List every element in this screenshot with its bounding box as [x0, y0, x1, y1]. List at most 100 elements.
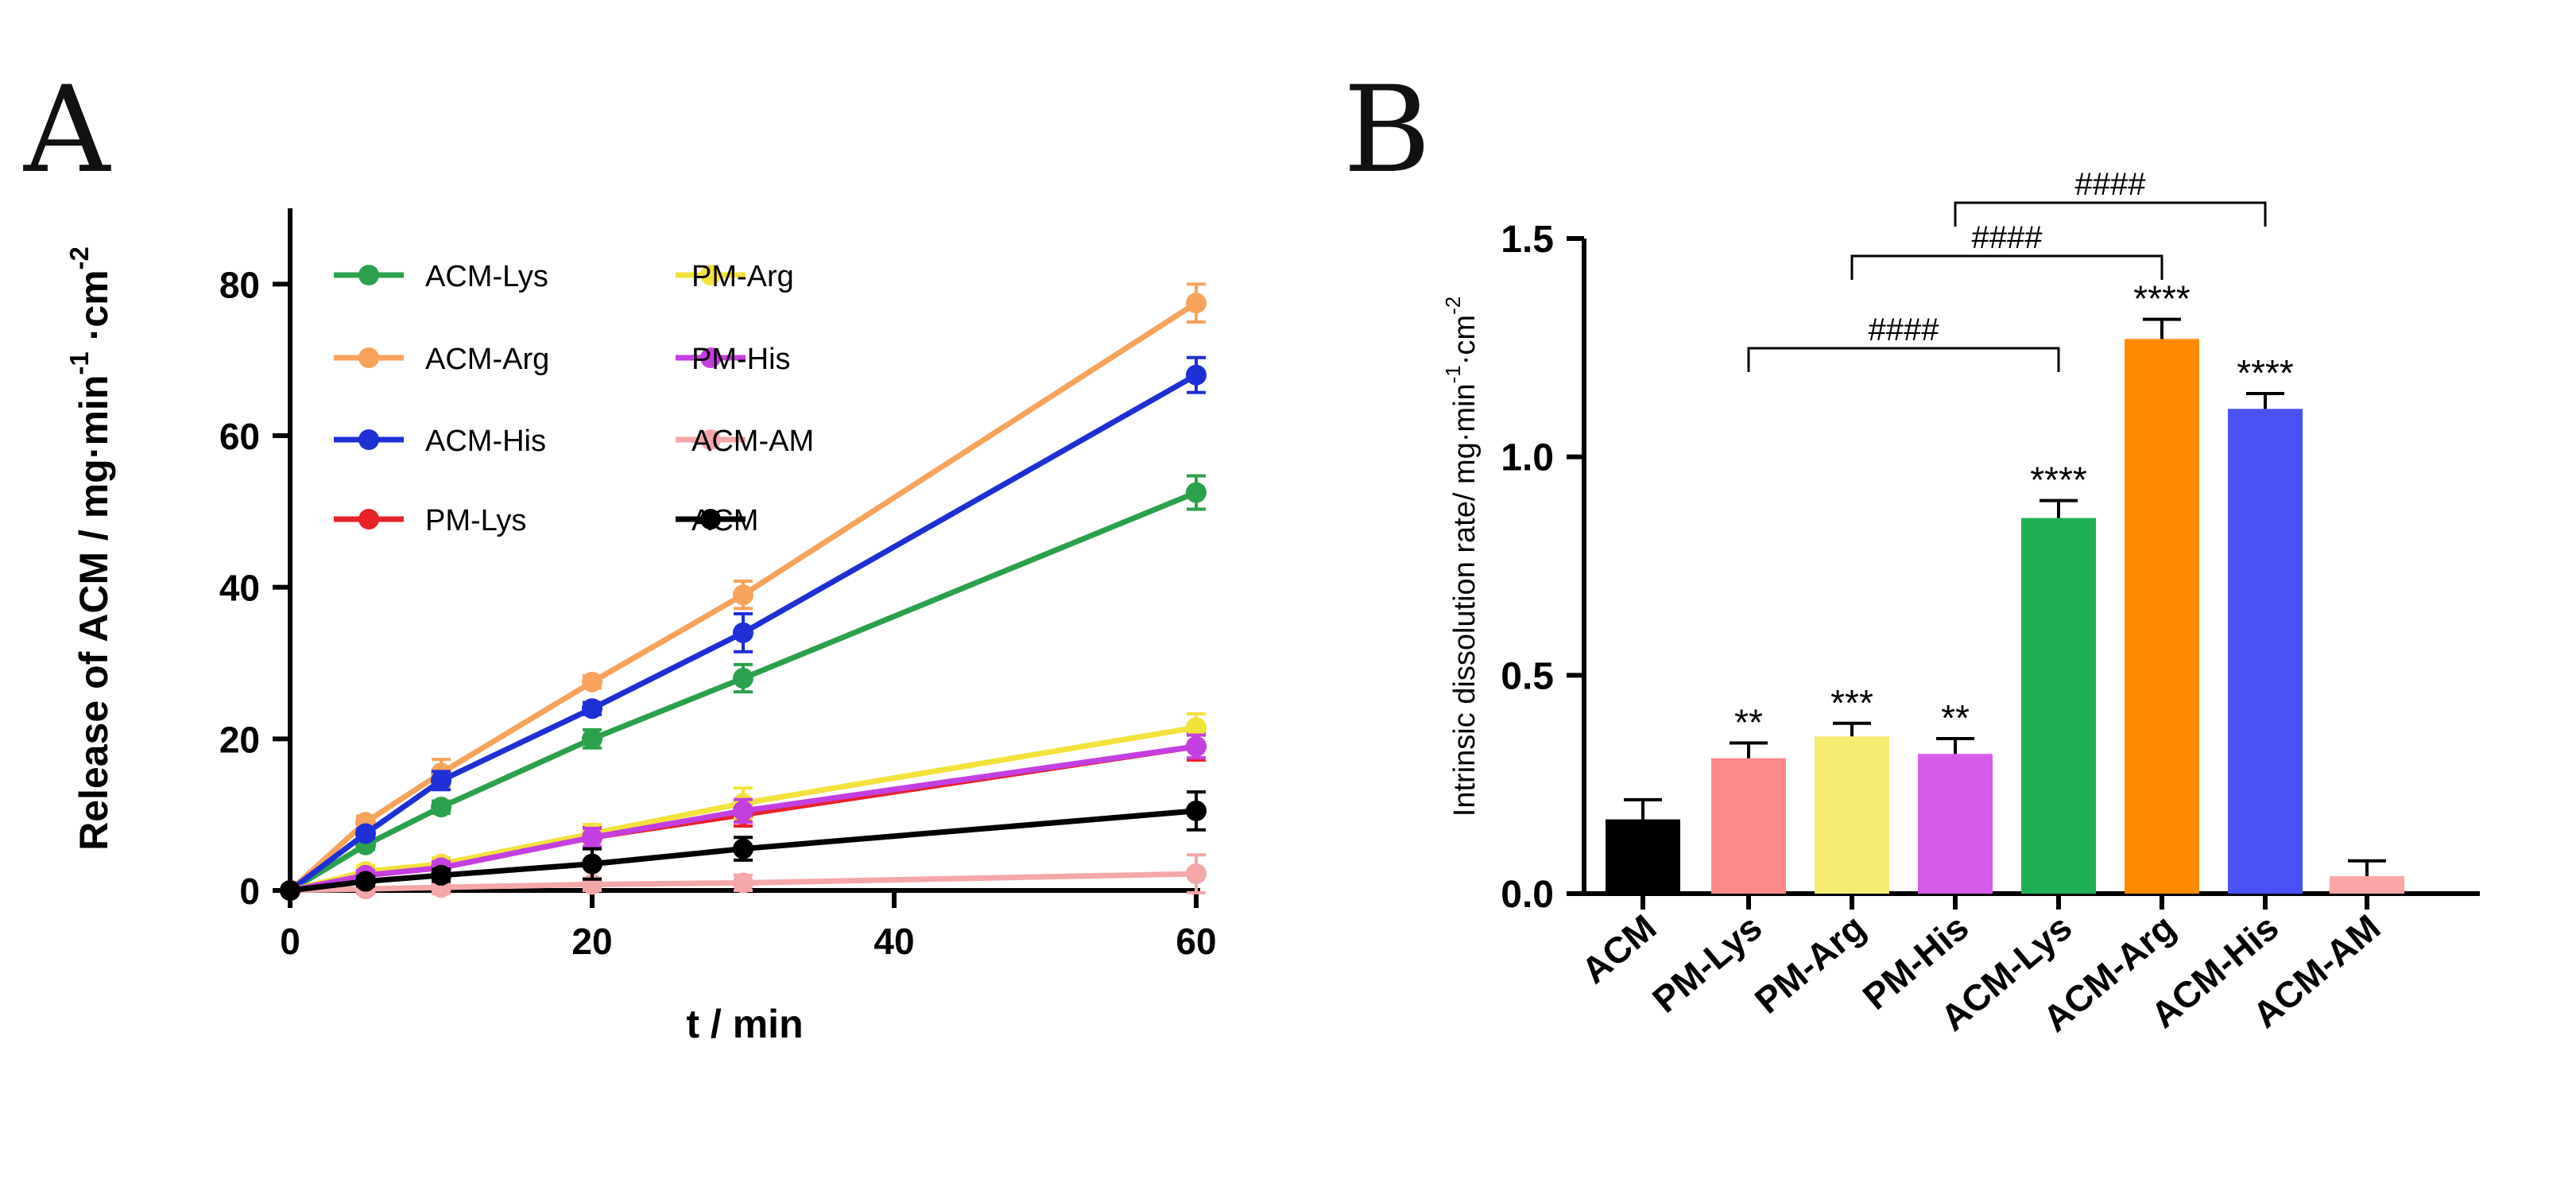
legend-item-pm-arg: PM-Arg	[676, 260, 794, 293]
legend-label: PM-Arg	[691, 260, 794, 293]
series-layer	[280, 282, 1207, 901]
significance-label: **	[1941, 697, 1970, 739]
x-tick-label: PM-Lys	[1644, 906, 1769, 1021]
bar	[2125, 339, 2199, 894]
significance-label: ****	[2030, 460, 2087, 501]
comparison-3: ####	[1954, 167, 2267, 227]
series-line	[289, 490, 1198, 893]
data-point	[733, 838, 753, 859]
y-tick-label: 0	[239, 871, 260, 912]
legend-label: ACM-AM	[691, 425, 814, 458]
legend-swatch-marker	[700, 265, 721, 285]
bracket-line	[1954, 201, 2267, 227]
data-point	[355, 823, 376, 844]
x-tick-label: ACM	[1574, 906, 1664, 991]
series-acm	[280, 790, 1207, 901]
series-line	[288, 372, 1198, 893]
bar	[2330, 876, 2404, 894]
series-line	[289, 724, 1197, 894]
data-point	[733, 584, 753, 606]
legend-item-pm-lys: PM-Lys	[334, 504, 526, 537]
series-acm-lys	[280, 474, 1207, 901]
legend-swatch-marker	[358, 509, 379, 529]
data-point	[1186, 800, 1207, 821]
y-tick-label: 0.0	[1501, 874, 1554, 916]
y-tick-label: 1.0	[1501, 437, 1554, 479]
data-point	[582, 827, 602, 848]
legend-label: ACM	[691, 504, 758, 537]
legend-label: ACM-Arg	[425, 343, 549, 376]
legend-item-acm-his: ACM-His	[334, 425, 546, 458]
axis-ticks: 0 20 40 60 80 0 20 40 60	[219, 264, 1217, 962]
series-line	[289, 808, 1197, 894]
legend-swatch-marker	[700, 509, 721, 529]
y-tick-label: 20	[219, 719, 260, 760]
legend-item-acm-lys: ACM-Lys	[334, 260, 548, 293]
bar	[1711, 758, 1786, 894]
legend-swatch-marker	[358, 347, 379, 368]
data-point	[733, 872, 753, 894]
series-line	[288, 301, 1198, 893]
data-point	[355, 871, 376, 892]
panel-letter-b: B	[1343, 61, 1431, 200]
data-point	[582, 728, 602, 750]
bar	[1815, 736, 1889, 894]
bar	[1918, 754, 1993, 894]
bar	[2021, 518, 2096, 894]
x-tick-label: PM-Arg	[1747, 906, 1873, 1022]
legend: ACM-Lys ACM-Arg ACM-His PM-Lys PM-Arg PM-His A…	[334, 260, 814, 537]
y-axis-title: Release of ACM / mg·min-1 ·cm-2	[64, 246, 116, 851]
data-point	[431, 864, 451, 886]
bar	[1606, 819, 1680, 894]
legend-swatch-marker	[700, 429, 721, 450]
data-point	[733, 622, 753, 643]
data-point	[1186, 735, 1207, 757]
y-axis-title: Intrinsic dissolution rate/ mg·min-1·cm-…	[1441, 297, 1482, 817]
legend-item-acm: ACM	[676, 504, 758, 537]
data-point	[1186, 863, 1207, 885]
data-point	[431, 797, 451, 818]
data-point	[582, 698, 602, 720]
y-tick-label: 0.5	[1501, 655, 1554, 697]
comparison-2: ####	[1850, 220, 2163, 280]
axis-ticks: 0.0 0.5 1.0 1.5	[1501, 219, 1584, 916]
bracket-line	[1850, 254, 2163, 280]
legend-label: PM-Lys	[425, 504, 526, 537]
legend-label: ACM-His	[425, 425, 546, 458]
significance-label: ***	[1830, 682, 1873, 723]
data-point	[1186, 482, 1207, 503]
comparison-label: ####	[2075, 167, 2147, 202]
legend-swatch-marker	[358, 265, 379, 285]
series-line	[289, 871, 1197, 894]
data-point	[1186, 364, 1207, 386]
data-point	[733, 800, 753, 821]
comparison-1: ####	[1747, 312, 2060, 372]
data-point	[1186, 717, 1207, 739]
y-tick-label: 40	[219, 568, 260, 609]
dissolution-bar-chart: 0.00.51.01.5 ACMPM-Lys**PM-Arg***PM-His*…	[1441, 167, 2480, 1040]
comparison-brackets: #### #### ####	[1747, 167, 2267, 372]
significance-label: **	[1734, 701, 1763, 743]
data-point	[582, 671, 602, 692]
bracket-line	[1747, 347, 2060, 372]
y-tick-label: 1.5	[1501, 219, 1554, 261]
legend-label: PM-His	[691, 343, 791, 376]
legend-item-acm-am: ACM-AM	[676, 425, 814, 458]
legend-swatch-marker	[700, 347, 721, 368]
legend-item-acm-arg: ACM-Arg	[334, 343, 549, 376]
x-axis-title: t / min	[686, 1002, 803, 1046]
data-point	[1186, 293, 1207, 314]
data-point	[280, 880, 300, 901]
panel-letter-a: A	[23, 61, 111, 200]
significance-label: ****	[2133, 278, 2191, 320]
y-tick-label: 60	[219, 416, 260, 457]
data-point	[733, 668, 753, 689]
x-tick-label: 40	[874, 921, 914, 962]
legend-label: ACM-Lys	[425, 260, 548, 293]
legend-swatch-marker	[358, 429, 379, 450]
comparison-label: ####	[1972, 220, 2043, 255]
y-tick-label: 80	[219, 264, 260, 305]
x-tick-label: 0	[280, 921, 300, 962]
bars-layer: ACMPM-Lys**PM-Arg***PM-His**ACM-Lys****A…	[1574, 278, 2404, 1040]
